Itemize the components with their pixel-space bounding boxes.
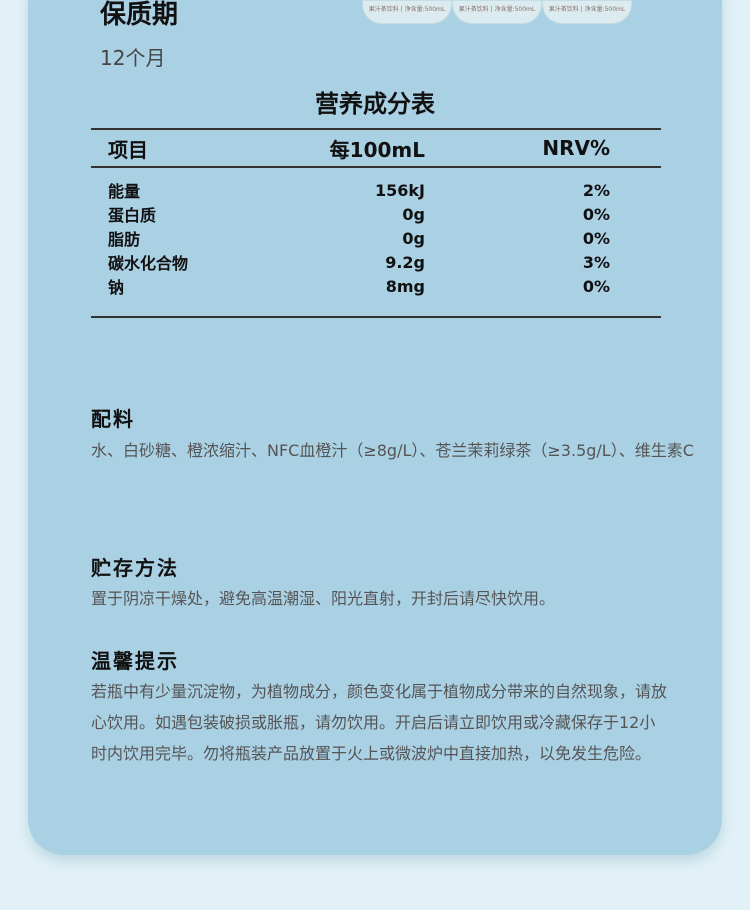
nutrient-nrv: 0% bbox=[582, 204, 610, 224]
ingredients-title: 配料 bbox=[91, 407, 135, 431]
nutrient-name: 钠 bbox=[108, 278, 125, 297]
nutrient-name: 能量 bbox=[108, 182, 141, 201]
nutrient-amount: 9.2g bbox=[385, 252, 425, 272]
shelf-life-title: 保质期 bbox=[100, 0, 179, 30]
bottle-image: 果汁茶饮料 | 净含量:500mL bbox=[362, 0, 452, 24]
nutrient-amount: 156kJ bbox=[375, 180, 425, 200]
nutrient-nrv: 2% bbox=[582, 180, 610, 200]
nutrient-amount: 0g bbox=[402, 204, 425, 224]
table-row: 钠 8mg 0% bbox=[91, 274, 661, 317]
bottle-image: 果汁茶饮料 | 净含量:500mL bbox=[452, 0, 542, 24]
nutrient-amount: 8mg bbox=[385, 276, 425, 296]
table-row: 脂肪 0g 0% bbox=[91, 226, 661, 250]
table-row: 蛋白质 0g 0% bbox=[91, 202, 661, 226]
ingredients-text: 水、白砂糖、橙浓缩汁、NFC血橙汁（≥8g/L）、苍兰茉莉绿茶（≥3.5g/L）… bbox=[91, 441, 694, 460]
header-item: 项目 bbox=[91, 128, 298, 168]
tips-text: 若瓶中有少量沉淀物，为植物成分，颜色变化属于植物成分带来的自然现象，请放心饮用。… bbox=[91, 682, 668, 763]
bottle-image: 果汁茶饮料 | 净含量:500mL bbox=[542, 0, 632, 24]
nutrition-table: 项目 每100mL NRV% 能量 156kJ 2% 蛋白质 0g 0% 脂肪 0g 0% … bbox=[91, 128, 661, 318]
storage-text: 置于阴凉干燥处，避免高温潮湿、阳光直射，开封后请尽快饮用。 bbox=[91, 589, 556, 608]
nutrient-name: 脂肪 bbox=[108, 230, 141, 249]
nutrient-nrv: 0% bbox=[582, 228, 610, 248]
header-nrv: NRV% bbox=[425, 128, 661, 168]
storage-title: 贮存方法 bbox=[91, 556, 179, 580]
header-per100ml: 每100mL bbox=[298, 128, 425, 168]
nutrient-name: 碳水化合物 bbox=[108, 254, 189, 273]
nutrient-nrv: 3% bbox=[582, 252, 610, 272]
table-row: 碳水化合物 9.2g 3% bbox=[91, 250, 661, 274]
shelf-life-value: 12个月 bbox=[100, 46, 166, 70]
table-row: 能量 156kJ 2% bbox=[91, 167, 661, 202]
nutrient-amount: 0g bbox=[402, 228, 425, 248]
product-image: 果汁茶饮料 | 净含量:500mL 果汁茶饮料 | 净含量:500mL 果汁茶饮… bbox=[362, 0, 632, 24]
table-header: 项目 每100mL NRV% bbox=[91, 128, 661, 168]
nutrient-name: 蛋白质 bbox=[108, 206, 157, 225]
nutrition-table-title: 营养成分表 bbox=[315, 90, 435, 118]
tips-title: 温馨提示 bbox=[91, 649, 179, 673]
nutrient-nrv: 0% bbox=[582, 276, 610, 296]
